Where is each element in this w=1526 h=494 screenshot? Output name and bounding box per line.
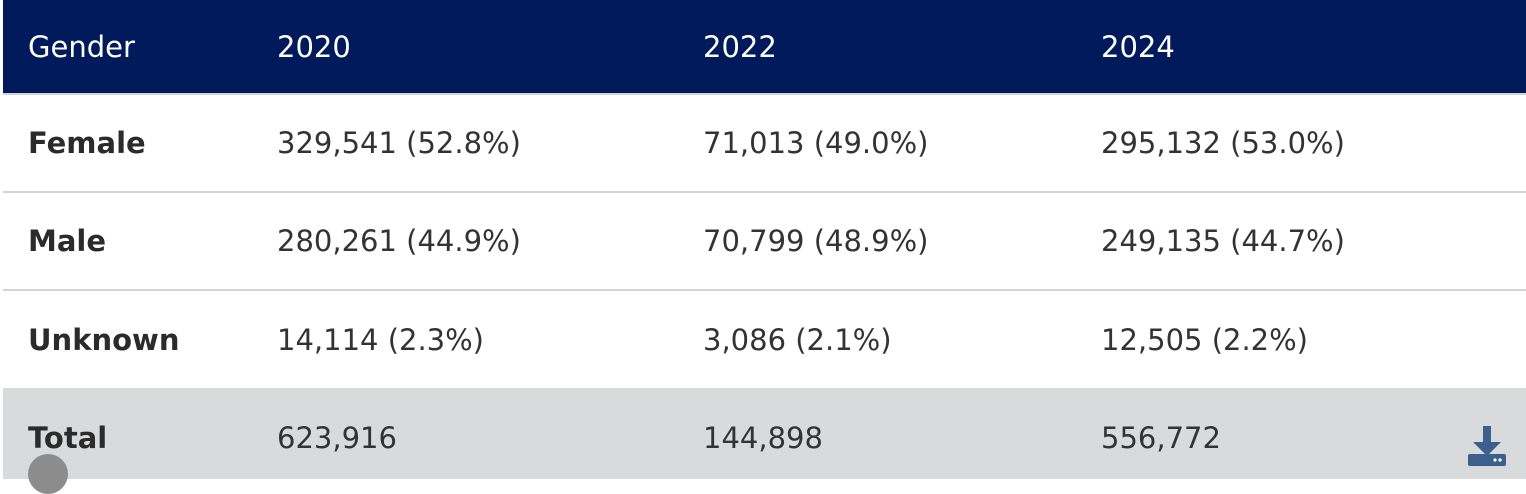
header-2020: 2020: [277, 29, 351, 64]
total-2022: 144,898: [703, 421, 823, 455]
total-2024-cell: 556,772: [1101, 388, 1526, 479]
download-icon: [1468, 426, 1506, 466]
total-2020: 623,916: [277, 421, 397, 455]
total-2024: 556,772: [1101, 421, 1221, 455]
table-row-total: Total 623,916 144,898 556,772: [3, 388, 1526, 479]
header-gender: Gender: [28, 29, 135, 64]
row-label: Unknown: [28, 322, 180, 357]
download-button[interactable]: [1466, 424, 1508, 468]
cell-2022: 70,799 (48.9%): [703, 224, 929, 258]
cell-2024: 295,132 (53.0%): [1101, 126, 1345, 160]
cell-2020: 329,541 (52.8%): [277, 126, 521, 160]
header-2022: 2022: [703, 29, 777, 64]
row-label: Female: [28, 126, 146, 160]
gender-table-container: Gender 2020 2022 2024 Female 329,541 (52…: [3, 0, 1526, 479]
header-row: Gender 2020 2022 2024: [3, 0, 1526, 94]
table-row-female: Female 329,541 (52.8%) 71,013 (49.0%) 29…: [3, 94, 1526, 192]
row-label-total: Total: [28, 421, 108, 455]
cell-2020: 280,261 (44.9%): [277, 224, 521, 258]
row-label: Male: [28, 224, 107, 258]
cell-2022: 71,013 (49.0%): [703, 126, 929, 160]
gender-table: Gender 2020 2022 2024 Female 329,541 (52…: [3, 0, 1526, 479]
header-2024: 2024: [1101, 29, 1175, 64]
table-row-unknown: Unknown 14,114 (2.3%) 3,086 (2.1%) 12,50…: [3, 290, 1526, 388]
scroll-handle[interactable]: [28, 454, 68, 494]
table-header: Gender 2020 2022 2024: [3, 0, 1526, 94]
cell-2024: 12,505 (2.2%): [1101, 322, 1308, 357]
cell-2024: 249,135 (44.7%): [1101, 224, 1345, 258]
cell-2022: 3,086 (2.1%): [703, 322, 892, 357]
table-body: Female 329,541 (52.8%) 71,013 (49.0%) 29…: [3, 94, 1526, 479]
table-row-male: Male 280,261 (44.9%) 70,799 (48.9%) 249,…: [3, 192, 1526, 290]
cell-2020: 14,114 (2.3%): [277, 322, 484, 357]
